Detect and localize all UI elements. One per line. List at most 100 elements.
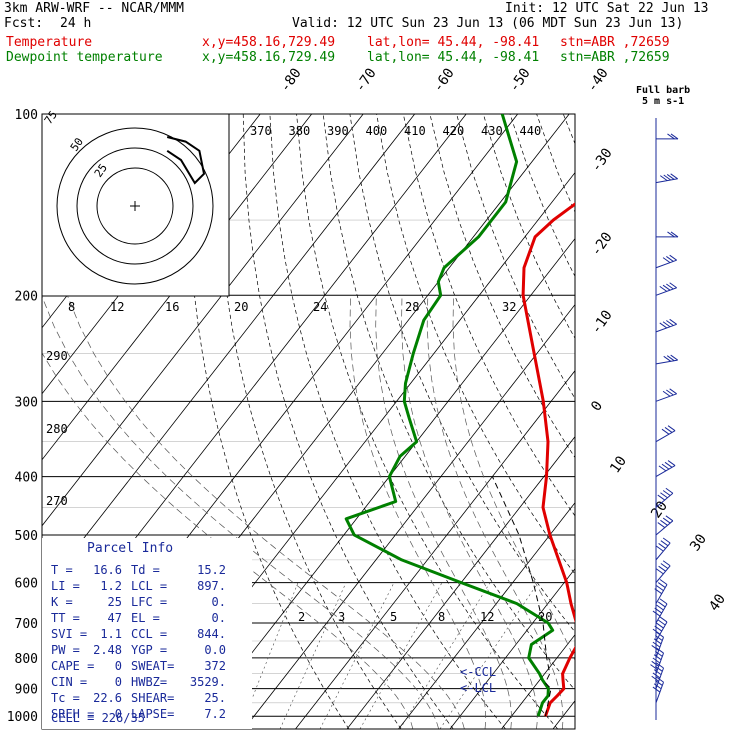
skewed-temp-label: -80	[277, 65, 305, 95]
parcel-value: 25.	[204, 691, 226, 705]
skewed-temp-label: -10	[588, 307, 616, 337]
parcel-value: 2.48	[93, 643, 122, 657]
wind-barb	[655, 603, 668, 624]
wind-barb-flag	[657, 582, 666, 588]
wind-barb-flag	[657, 522, 666, 529]
parcel-label: CCL =	[131, 627, 167, 641]
wind-barb-flag	[660, 563, 669, 569]
skewed-temp-label: -20	[588, 229, 616, 259]
wind-barb-flag	[654, 607, 663, 614]
isotherm-line	[42, 114, 313, 461]
wind-barb	[655, 259, 677, 269]
parcel-value: 1.2	[100, 579, 122, 593]
parcel-label: SHEAR=	[131, 691, 174, 705]
dew-line-latlon: lat,lon= 45.44, -98.41	[367, 50, 540, 65]
theta-label: 410	[404, 124, 426, 138]
wind-barb-flag	[652, 686, 661, 693]
parcel-info-box	[42, 538, 252, 729]
parcel-cell: CELL = 226/35	[51, 711, 145, 725]
hodo-ring	[96, 167, 174, 245]
pressure-tick-label: 1000	[7, 710, 38, 725]
wind-barb-flag	[666, 256, 674, 262]
level-annotation: <-LCL	[460, 681, 496, 695]
wind-barb-flag	[659, 579, 668, 585]
wind-barb-flag	[667, 460, 676, 466]
theta-label: 380	[289, 124, 311, 138]
parcel-label: YGP =	[131, 643, 167, 657]
mixing-ratio-label: 2	[298, 610, 305, 624]
hodo-speed-label: 8	[68, 300, 75, 314]
wind-barb-flag	[666, 320, 674, 326]
wind-barb-flag	[664, 461, 673, 468]
level-annotation: <-CCL	[460, 665, 496, 679]
wind-barb-flag	[660, 519, 668, 526]
pressure-tick-label: 700	[15, 617, 38, 632]
pressure-tick-label: 100	[15, 108, 38, 123]
isotherm-line	[708, 114, 740, 729]
wind-barb-flag	[656, 631, 664, 638]
parcel-value: 0.0	[204, 643, 226, 657]
plot-frame	[41, 113, 576, 730]
dry-adiabat-line	[429, 114, 575, 459]
parcel-label: Td =	[131, 563, 160, 577]
wind-barb-flag	[666, 389, 674, 396]
parcel-value: 0.	[212, 611, 226, 625]
wind-barb	[655, 667, 664, 689]
parcel-value: 372	[204, 659, 226, 673]
model-title: 3km ARW-WRF -- NCAR/MMM	[4, 1, 185, 16]
wind-barb-flag	[662, 537, 671, 544]
parcel-label: SREH =	[51, 707, 94, 721]
barb-units: 5 m s-1	[642, 96, 684, 107]
hodo-ring	[76, 147, 194, 265]
wind-barb-flag	[662, 321, 671, 328]
wind-barb-flag	[666, 283, 674, 290]
dew-line-name: Dewpoint temperature	[6, 50, 163, 65]
wind-barb-flag	[652, 657, 661, 664]
wind-barb-flag	[662, 490, 671, 496]
dry-adiabat-line	[617, 114, 740, 729]
parcel-value: 22.6	[93, 691, 122, 705]
temp-line-name: Temperature	[6, 35, 93, 50]
pressure-tick-label: 400	[15, 471, 38, 486]
hodo-speed-label: 12	[110, 300, 124, 314]
wind-barb-flag	[659, 598, 668, 605]
parcel-value: 25	[108, 595, 122, 609]
dew-line-stn: stn=ABR ,72659	[560, 50, 670, 65]
wind-barb-flag	[656, 545, 664, 552]
wind-barb-flag	[654, 625, 663, 632]
wind-barb-flag	[660, 492, 668, 499]
theta-label: 440	[520, 124, 542, 138]
wind-barb-flag	[655, 665, 663, 672]
parcel-value: 0	[115, 659, 122, 673]
isotherm-line	[295, 370, 575, 729]
parcel-value: 0	[115, 675, 122, 689]
parcel-value: 47	[108, 611, 122, 625]
parcel-value: 7.2	[204, 707, 226, 721]
wind-barb	[655, 584, 668, 604]
theta-label: 430	[481, 124, 503, 138]
isotherm-line	[398, 502, 575, 729]
parcel-label: T =	[51, 563, 73, 577]
mixing-ratio-label: 5	[390, 610, 397, 624]
skewed-temp-label: -40	[584, 65, 612, 95]
parcel-label: LCL =	[131, 579, 167, 593]
wind-barb	[655, 393, 677, 402]
wind-barb-flag	[655, 635, 663, 641]
mixing-ratio-line	[399, 582, 491, 729]
dry-adiabat-line	[562, 114, 575, 145]
wind-barb-flag	[656, 647, 664, 654]
isotherm-line	[605, 114, 740, 729]
wind-barb-flag	[669, 254, 677, 261]
hodo-speed-label: 24	[313, 300, 327, 314]
skewed-temp-label: -60	[430, 65, 458, 95]
parcel-label: Tc =	[51, 691, 80, 705]
wind-barb-flag	[662, 284, 671, 291]
wind-barb-flag	[657, 619, 666, 626]
hodo-ring-label: 50	[68, 135, 86, 153]
hodo-speed-label: 28	[405, 300, 419, 314]
dry-adiabat-line	[296, 114, 558, 729]
dry-adiabat-line	[242, 114, 454, 729]
pressure-tick-label: 200	[15, 289, 38, 304]
wind-barb-flag	[653, 654, 662, 661]
wind-barb-flag	[662, 517, 671, 524]
